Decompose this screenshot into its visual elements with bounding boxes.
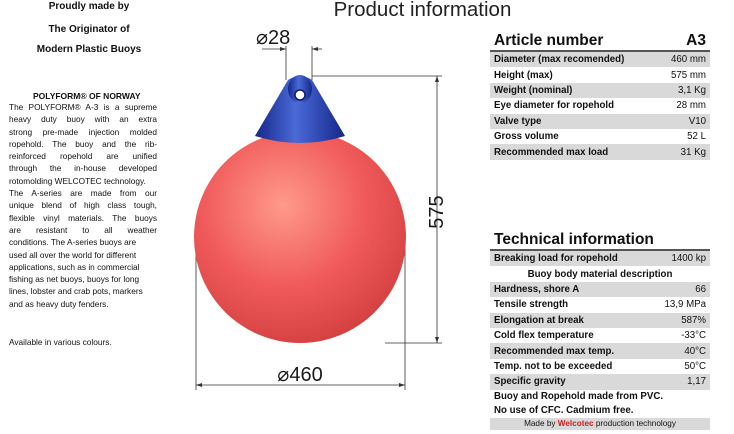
spec-row: Recommended max temp. 40°C xyxy=(490,343,710,359)
tagline-line-2: The Originator of xyxy=(48,24,130,35)
technical-header: Technical information xyxy=(490,231,710,251)
article-header: Article number A3 xyxy=(490,32,710,52)
spec-row: Gross volume 52 L xyxy=(494,131,706,143)
tagline-line-3: Modern Plastic Buoys xyxy=(36,44,142,55)
description-line: conditions. The A-series buoys are xyxy=(9,237,137,248)
description-line: and as heavy duty fenders. xyxy=(9,298,109,309)
article-table: Article number A3 Diameter (max recomend… xyxy=(490,32,710,160)
description-line: The A-series are made from our xyxy=(9,188,157,199)
ropehold-eye xyxy=(294,89,306,101)
page-title: Product information xyxy=(333,0,512,21)
spec-row: Temp. not to be exceeded 50°C xyxy=(494,360,706,372)
material-note: Buoy and Ropehold made from PVC. xyxy=(494,391,664,403)
spec-row: Eye diameter for ropehold 28 mm xyxy=(494,100,706,112)
article-number-value: A3 xyxy=(686,32,706,49)
production-footer: Made by Welcotec production technology xyxy=(490,417,710,431)
material-subheader: Buoy body material description xyxy=(527,268,673,280)
spec-row: Cold flex temperature -33°C xyxy=(494,330,706,342)
description-line: ropehold. The buoy and the rib- xyxy=(9,138,157,149)
description-line: flexible vinyl materials. The buoys xyxy=(9,212,157,223)
description-line: applications, such as in commercial xyxy=(9,261,140,272)
description-line: are resistant to all weather xyxy=(9,224,157,235)
compliance-note: No use of CFC. Cadmium free. xyxy=(494,405,634,417)
spec-row: Diameter (max recomended) 460 mm xyxy=(490,52,710,68)
dimension-lines xyxy=(195,46,442,390)
welcotec-brand: Welcotec xyxy=(557,418,594,428)
spec-row: Elongation at break 587% xyxy=(490,312,710,328)
description-line: strong pre-made injection molded xyxy=(9,126,157,137)
diameter-dimension-label: ⌀460 xyxy=(277,364,322,386)
description-line: rotomolding WELCOTEC technology. xyxy=(9,175,146,186)
spec-row: Tensile strength 13,9 MPa xyxy=(494,299,706,311)
ropehold-lug xyxy=(288,75,312,103)
buoy-body xyxy=(194,131,406,343)
buoy-top-cap xyxy=(255,76,345,143)
description-line: used all over the world for different xyxy=(9,249,137,260)
brand-heading: POLYFORM® OF NORWAY xyxy=(33,91,141,101)
description-line: unique blend of high class tough, xyxy=(9,200,157,211)
spec-row: Height (max) 575 mm xyxy=(494,69,706,81)
eye-dimension-label: ⌀28 xyxy=(256,27,290,49)
article-number-label: Article number xyxy=(494,32,604,49)
product-description: The POLYFORM® A-3 is a supreme heavy dut… xyxy=(9,101,157,310)
technical-title: Technical information xyxy=(494,231,654,248)
height-dimension-label: 575 xyxy=(426,195,448,228)
description-line: The POLYFORM® A-3 is a supreme xyxy=(9,102,157,112)
spec-row: Valve type V10 xyxy=(490,113,710,129)
description-line: lines, lobster and crab pots, markers xyxy=(9,286,143,297)
technical-table: Technical information Breaking load for … xyxy=(490,231,710,431)
spec-row: Recommended max load 31 Kg xyxy=(490,144,710,160)
tagline-line-1: Proudly made by xyxy=(48,1,130,12)
dimension-arrows xyxy=(196,47,439,387)
description-line: heavy duty buoy with an extra xyxy=(9,114,157,125)
description-line: reinforced ropehold are unified xyxy=(9,151,157,162)
description-line: through the in-house developed xyxy=(9,163,157,174)
spec-row: Weight (nominal) 3,1 Kg xyxy=(490,82,710,99)
availability-note: Available in various colours. xyxy=(9,337,112,347)
spec-row: Specific gravity 1,17 xyxy=(490,374,710,390)
buoy-drawing: ⌀28 575 ⌀460 xyxy=(194,27,448,390)
description-line: fishing as net buoys, buoys for long xyxy=(9,274,140,285)
spec-row: Breaking load for ropehold 1400 kp xyxy=(490,251,710,267)
spec-row: Hardness, shore A 66 xyxy=(490,281,710,298)
